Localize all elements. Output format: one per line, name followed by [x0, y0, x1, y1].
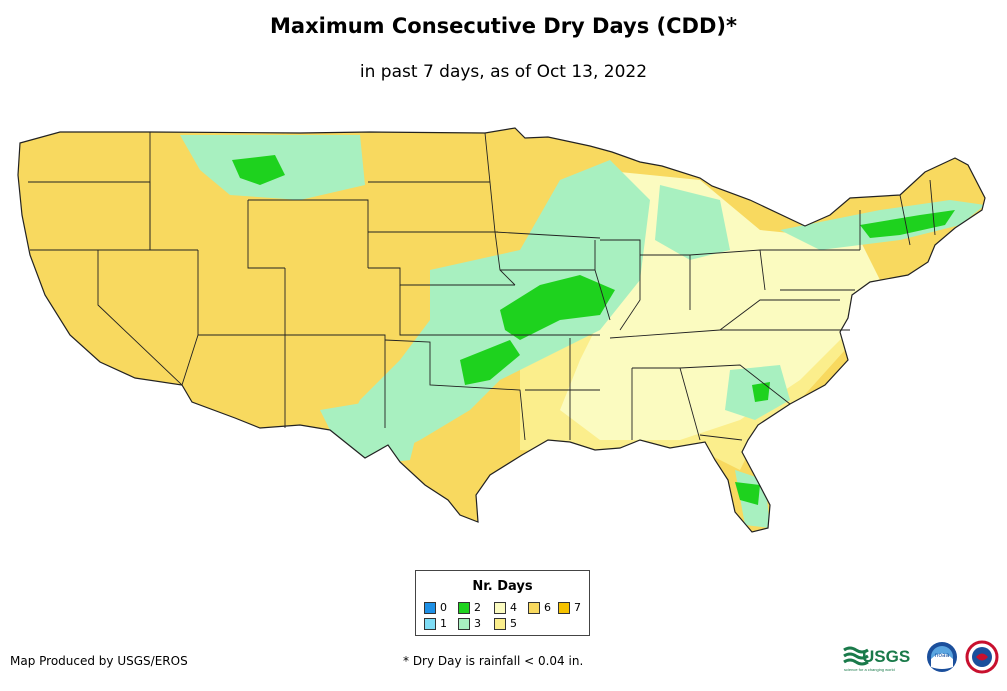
zone-3-michigan: [655, 185, 730, 260]
usgs-wordmark: USGS: [862, 647, 910, 666]
legend-title: Nr. Days: [472, 579, 533, 594]
zone-2-missouri: [500, 275, 615, 340]
legend-item-4: 4: [494, 602, 517, 614]
legend-label-3: 3: [474, 617, 481, 630]
legend-label-5: 5: [510, 617, 517, 630]
legend-swatch-6: [528, 602, 540, 614]
legend-item-1: 1: [424, 618, 447, 630]
noaa-wordmark: noaa: [935, 652, 950, 659]
legend-item-3: 3: [458, 618, 481, 630]
zone-2-florida: [735, 482, 760, 505]
state-boundaries: [17, 127, 986, 533]
legend-swatch-5: [494, 618, 506, 630]
zone-3-plains: [340, 160, 650, 460]
legend: Nr. Days 0 1 2 3 4 5 6 7: [415, 570, 590, 636]
legend-label-1: 1: [440, 617, 447, 630]
legend-label-6: 6: [544, 601, 551, 614]
zone-4-ohio: [690, 245, 870, 340]
usgs-logo: USGS science for a changing world: [843, 646, 910, 672]
map-title: Maximum Consecutive Dry Days (CDD)*: [270, 14, 737, 38]
dry-day-footnote: * Dry Day is rainfall < 0.04 in.: [403, 654, 584, 668]
legend-label-4: 4: [510, 601, 517, 614]
legend-label-2: 2: [474, 601, 481, 614]
noaa-logo: noaa: [927, 642, 957, 672]
zone-2-carolina: [752, 382, 770, 402]
legend-item-2: 2: [458, 602, 481, 614]
legend-swatch-0: [424, 602, 436, 614]
legend-swatch-1: [424, 618, 436, 630]
us-dry-days-map: [17, 127, 986, 533]
legend-item-0: 0: [424, 602, 447, 614]
usgs-tagline: science for a changing world: [844, 667, 895, 672]
zone-2-newengland: [860, 210, 955, 238]
legend-item-6: 6: [528, 602, 551, 614]
legend-item-7: 7: [558, 602, 581, 614]
legend-swatch-2: [458, 602, 470, 614]
map-subtitle: in past 7 days, as of Oct 13, 2022: [359, 62, 648, 82]
zone-2-montana: [232, 155, 285, 185]
legend-item-5: 5: [494, 618, 517, 630]
legend-swatch-4: [494, 602, 506, 614]
legend-label-0: 0: [440, 601, 447, 614]
zone-2-oklahoma: [460, 340, 520, 385]
legend-label-7: 7: [574, 601, 581, 614]
agency-logos: USGS science for a changing world noaa: [843, 640, 999, 674]
legend-swatch-7: [558, 602, 570, 614]
zone-3-texas: [320, 400, 420, 465]
legend-swatch-3: [458, 618, 470, 630]
nws-logo: [965, 640, 999, 674]
map-producer-credit: Map Produced by USGS/EROS: [10, 654, 188, 668]
